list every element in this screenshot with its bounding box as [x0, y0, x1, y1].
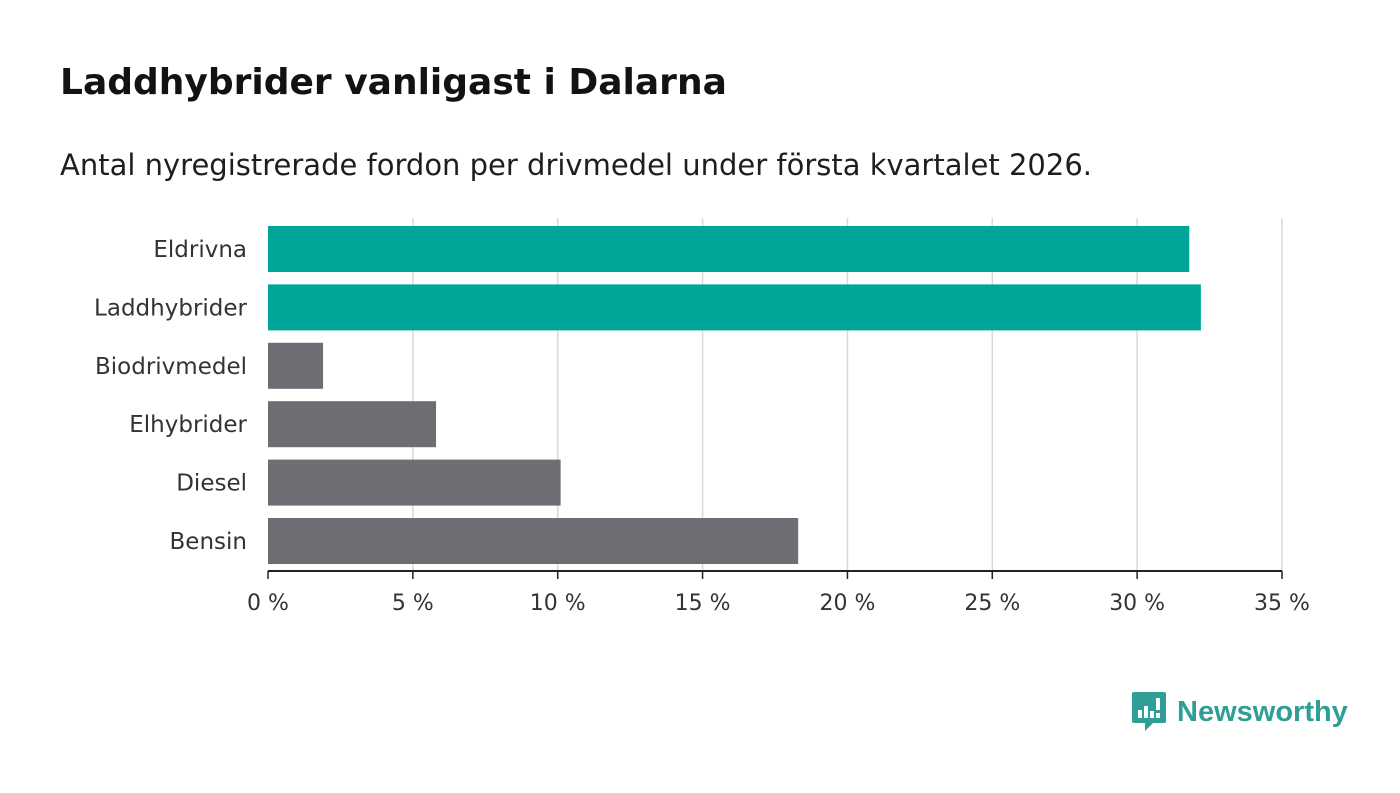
x-tick-label: 15 % [675, 591, 731, 616]
bar-diesel [268, 459, 561, 506]
bar-biodrivmedel [268, 342, 324, 389]
brand-name: Newsworthy [1177, 695, 1348, 728]
bar-chart: 0 % 5 % 10 % 15 % 20 % 25 % 30 % 35 % Eldrivna L… [94, 218, 1310, 616]
category-label: Eldrivna [153, 237, 247, 263]
x-axis: 0 % 5 % 10 % 15 % 20 % 25 % 30 % 35 % [247, 570, 1310, 616]
bar-elhybrider [268, 401, 437, 448]
category-labels: Eldrivna Laddhybrider Biodrivmedel Elhybrid… [94, 237, 247, 555]
x-tick-label: 20 % [819, 591, 875, 616]
category-label: Laddhybrider [94, 295, 247, 321]
x-tick-label: 0 % [247, 591, 289, 616]
chart-subtitle: Antal nyregistrerade fordon per drivmede… [60, 148, 1093, 182]
x-tick-label: 10 % [530, 591, 586, 616]
chart-title: Laddhybrider vanligast i Dalarna [60, 62, 727, 103]
bars [268, 226, 1201, 564]
newsworthy-logo-icon [1132, 692, 1166, 731]
x-tick-label: 5 % [392, 591, 434, 616]
category-label: Bensin [170, 529, 247, 555]
x-tick-label: 25 % [964, 591, 1020, 616]
bar-laddhybrider [268, 284, 1201, 331]
x-tick-label: 30 % [1109, 591, 1165, 616]
bar-bensin [268, 518, 799, 564]
category-label: Elhybrider [129, 412, 247, 438]
gridlines [412, 218, 1283, 571]
x-tick-label: 35 % [1254, 591, 1310, 616]
category-label: Diesel [176, 471, 247, 497]
newsworthy-brand: Newsworthy [1131, 690, 1348, 734]
bar-eldrivna [268, 226, 1190, 272]
category-label: Biodrivmedel [95, 354, 247, 380]
